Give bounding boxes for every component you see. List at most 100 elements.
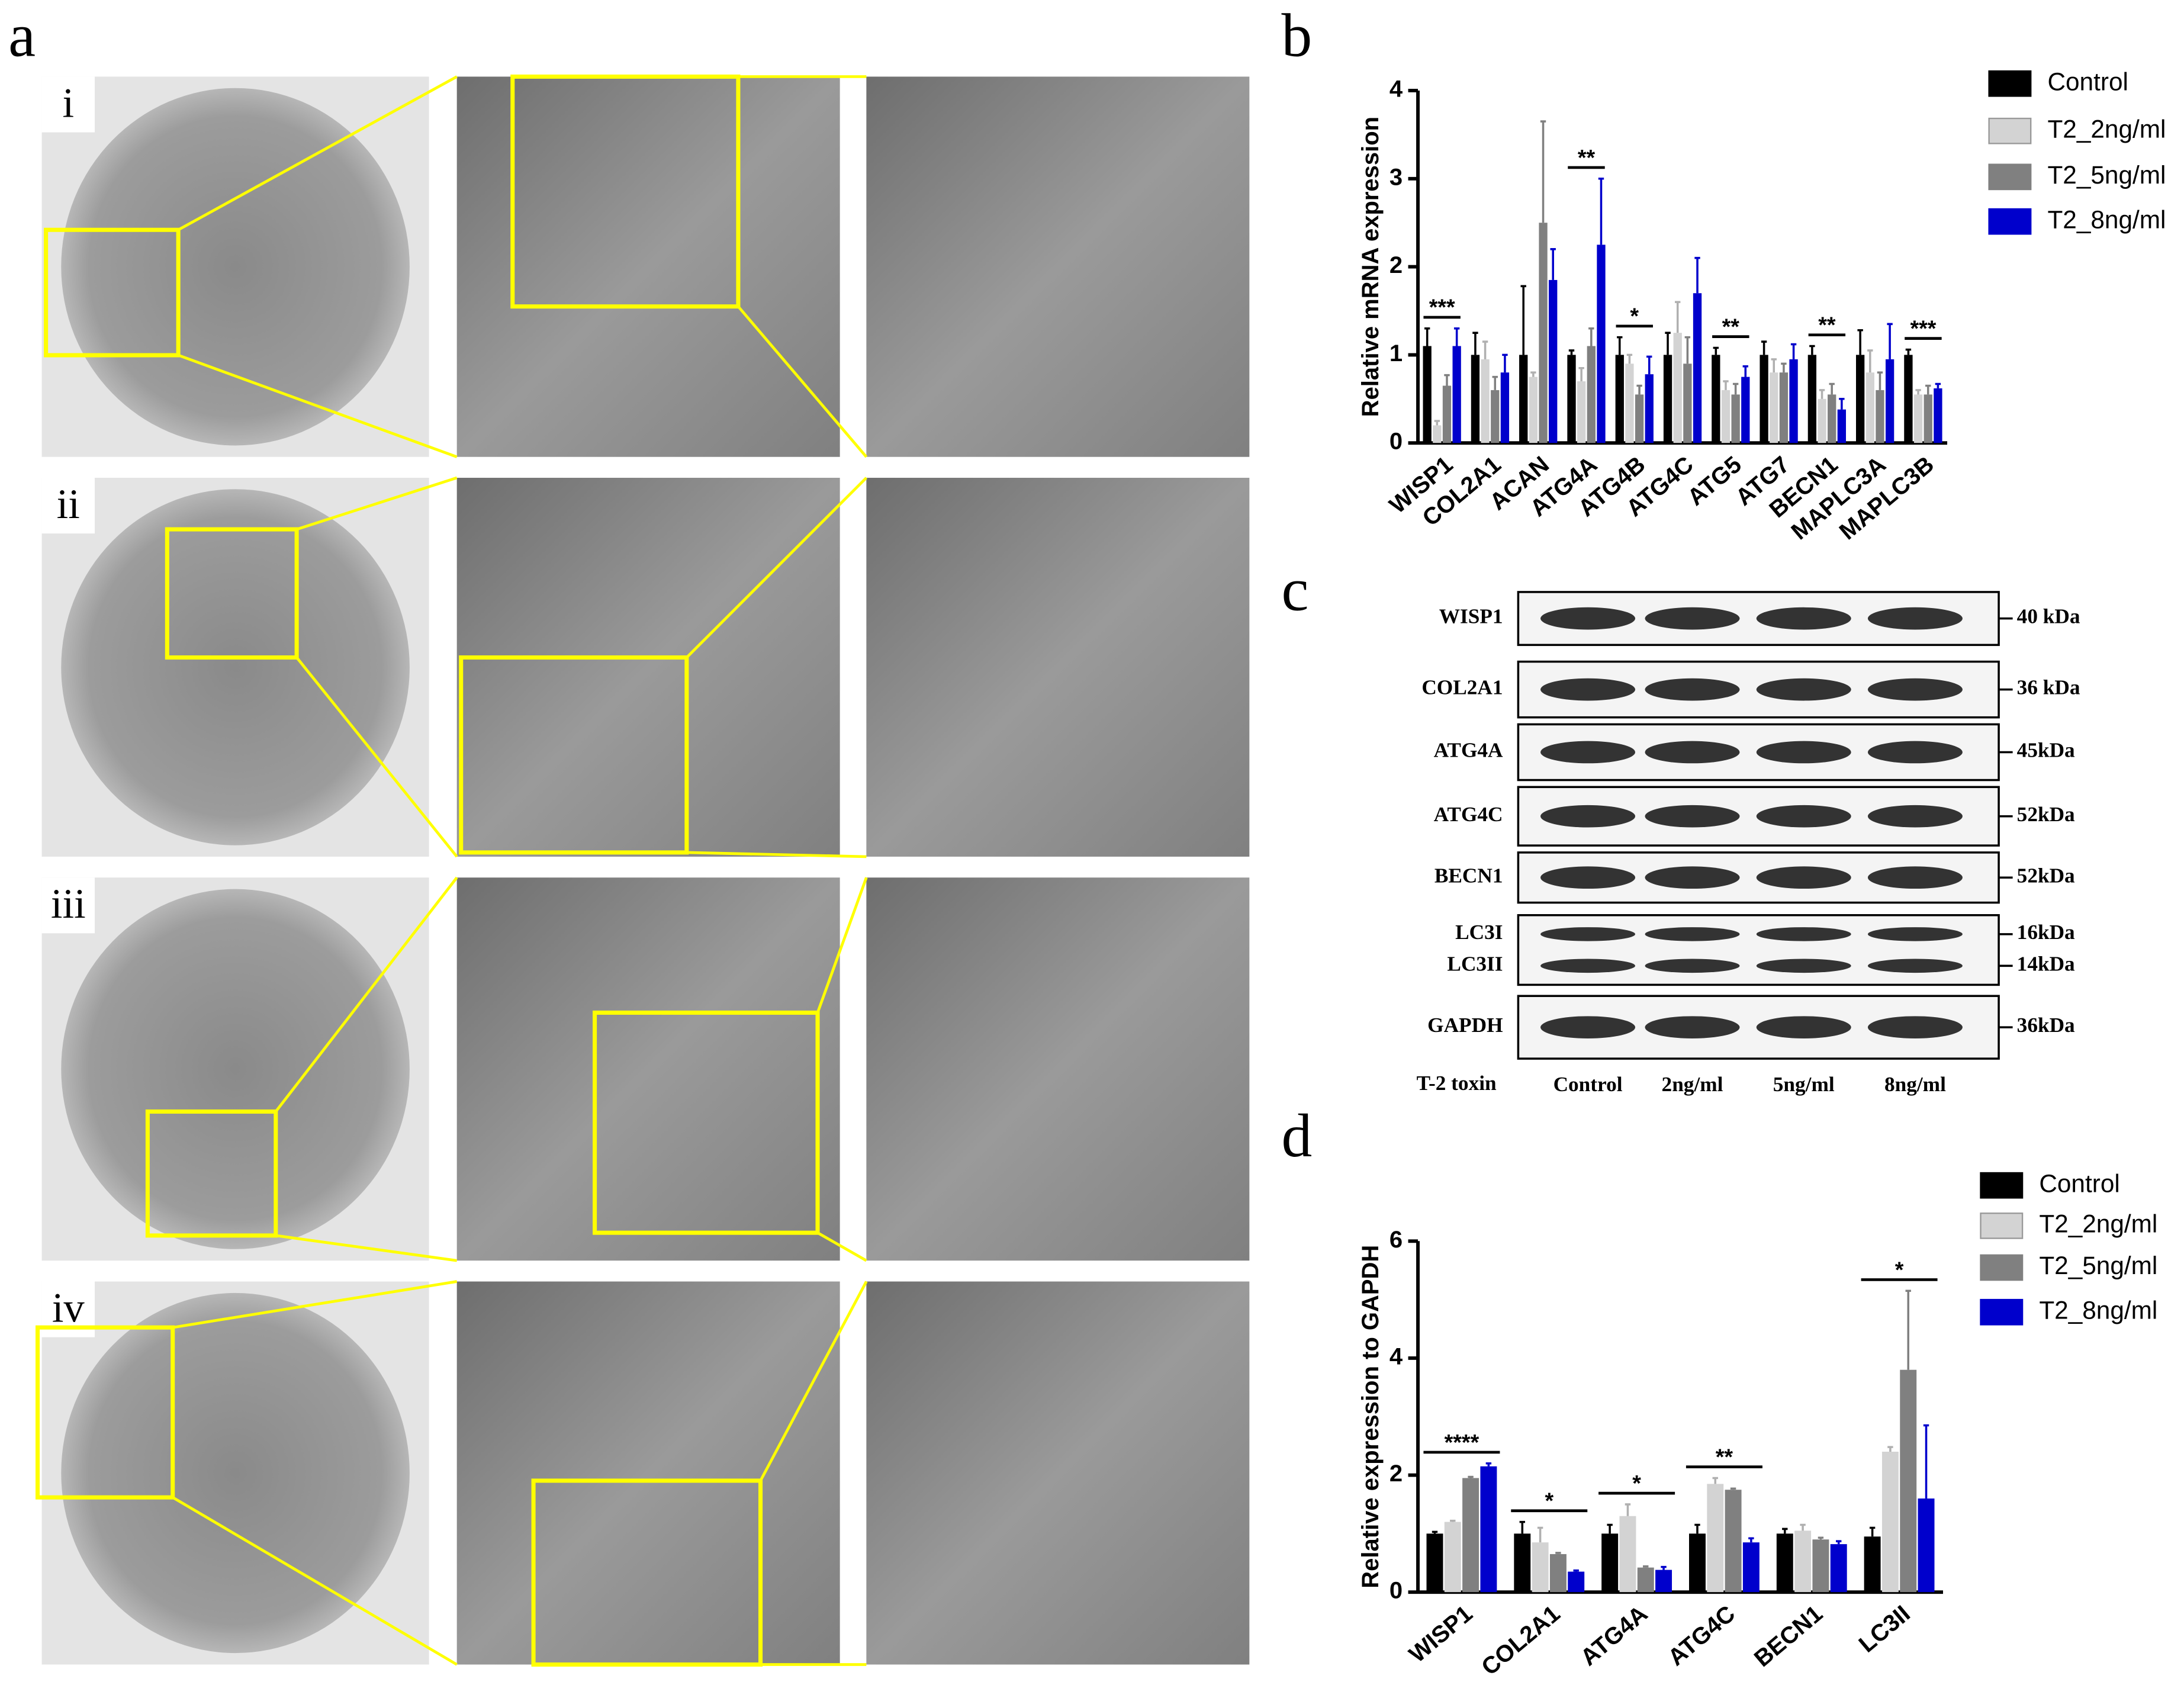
error-bar	[1502, 353, 1508, 373]
bar	[1924, 394, 1932, 443]
band	[1756, 866, 1851, 889]
bar	[1615, 355, 1624, 443]
bar	[1900, 1369, 1917, 1593]
error-bar	[1782, 1527, 1788, 1534]
significance-label: ***	[1429, 295, 1455, 320]
zoom-box	[510, 74, 741, 309]
error-bar	[1540, 120, 1546, 223]
error-bar	[1432, 1530, 1438, 1534]
bar	[1655, 1570, 1672, 1593]
error-bar	[1573, 1569, 1579, 1572]
band	[1645, 866, 1740, 889]
panel-label: b	[1281, 2, 1312, 69]
error-bar	[1492, 375, 1498, 390]
bar	[1776, 1533, 1793, 1593]
bar	[1770, 372, 1778, 443]
micrograph	[456, 76, 840, 457]
error-bar	[1867, 349, 1873, 373]
x-tick-label: LC3II	[1854, 1600, 1915, 1658]
bar	[1855, 355, 1865, 443]
error-bar	[1905, 348, 1912, 355]
band	[1645, 678, 1740, 701]
significance-label: ****	[1445, 1430, 1479, 1455]
significance-label: *	[1895, 1257, 1904, 1282]
error-bar	[1818, 1536, 1824, 1540]
y-tick-label: 3	[1389, 164, 1403, 190]
error-bar	[1607, 1523, 1613, 1534]
band	[1645, 927, 1740, 941]
size-label: 16kDa	[2017, 921, 2075, 944]
error-bar	[1568, 349, 1575, 355]
error-bar	[1869, 1526, 1876, 1537]
zoom-box	[44, 227, 181, 358]
y-tick-label: 1	[1389, 340, 1403, 366]
zoom-line	[759, 1281, 868, 1482]
error-bar	[1748, 1537, 1754, 1543]
error-bar	[1665, 332, 1671, 355]
legend-label: T2_8ng/ml	[2039, 1296, 2157, 1324]
error-bar	[1712, 1477, 1718, 1484]
protein-label: GAPDH	[1427, 1014, 1503, 1037]
band	[1756, 959, 1851, 973]
bar	[1481, 359, 1490, 443]
zoom-box	[531, 1478, 763, 1667]
y-axis-title: Relative expression to GAPDH	[1358, 1245, 1384, 1588]
bar	[1789, 359, 1798, 443]
bar	[1830, 1544, 1847, 1593]
bar	[1597, 245, 1606, 443]
band	[1540, 959, 1636, 973]
error-bar	[1877, 371, 1883, 390]
bar	[1444, 1522, 1461, 1593]
legend-label: T2_5ng/ml	[2039, 1252, 2157, 1279]
error-bar	[1857, 329, 1863, 355]
band	[1645, 959, 1740, 973]
bar	[1913, 394, 1923, 443]
bar	[1876, 390, 1884, 443]
lane-label: 5ng/ml	[1773, 1073, 1835, 1096]
legend-swatch	[1988, 208, 2032, 235]
error-bar	[1800, 1523, 1806, 1531]
band	[1867, 805, 1963, 828]
x-tick-label: ATG5	[1683, 451, 1746, 510]
error-bar	[1519, 1520, 1526, 1534]
protein-label: ATG4A	[1434, 739, 1503, 762]
zoom-line	[296, 476, 458, 531]
error-bar	[1578, 366, 1584, 382]
legend-label: T2_2ng/ml	[2039, 1210, 2157, 1238]
error-bar	[1732, 382, 1739, 395]
zoom-box	[459, 655, 689, 855]
legend-label: T2_5ng/ml	[2047, 161, 2166, 189]
error-bar	[1626, 353, 1633, 364]
error-bar	[1790, 343, 1797, 359]
micrograph	[866, 877, 1250, 1261]
legend-swatch	[1980, 1172, 2024, 1199]
band	[1867, 741, 1963, 764]
cell	[61, 1292, 410, 1654]
band	[1645, 741, 1740, 764]
error-bar	[1723, 380, 1729, 390]
panel-label: c	[1281, 557, 1308, 624]
zoom-line	[274, 876, 458, 1112]
micrograph	[456, 877, 840, 1261]
legend-swatch	[1980, 1254, 2024, 1281]
band	[1867, 1016, 1963, 1038]
legend-swatch	[1980, 1298, 2024, 1326]
bar	[1742, 1542, 1760, 1593]
y-tick-label: 2	[1389, 1461, 1403, 1487]
bar	[1741, 377, 1750, 443]
y-tick-label: 4	[1389, 1343, 1403, 1369]
bar	[1904, 355, 1913, 443]
error-bar	[1923, 1424, 1929, 1499]
bar	[1837, 409, 1847, 443]
size-label: 52kDa	[2017, 864, 2075, 887]
zoom-line	[737, 305, 868, 458]
error-bar	[1646, 355, 1652, 375]
bar	[1426, 1533, 1443, 1593]
row-label: ii	[57, 481, 80, 528]
bar	[1760, 355, 1768, 443]
error-bar	[1661, 1565, 1667, 1570]
error-bar	[1485, 1462, 1492, 1467]
bar	[1885, 359, 1894, 443]
legend-swatch	[1980, 1213, 2024, 1239]
